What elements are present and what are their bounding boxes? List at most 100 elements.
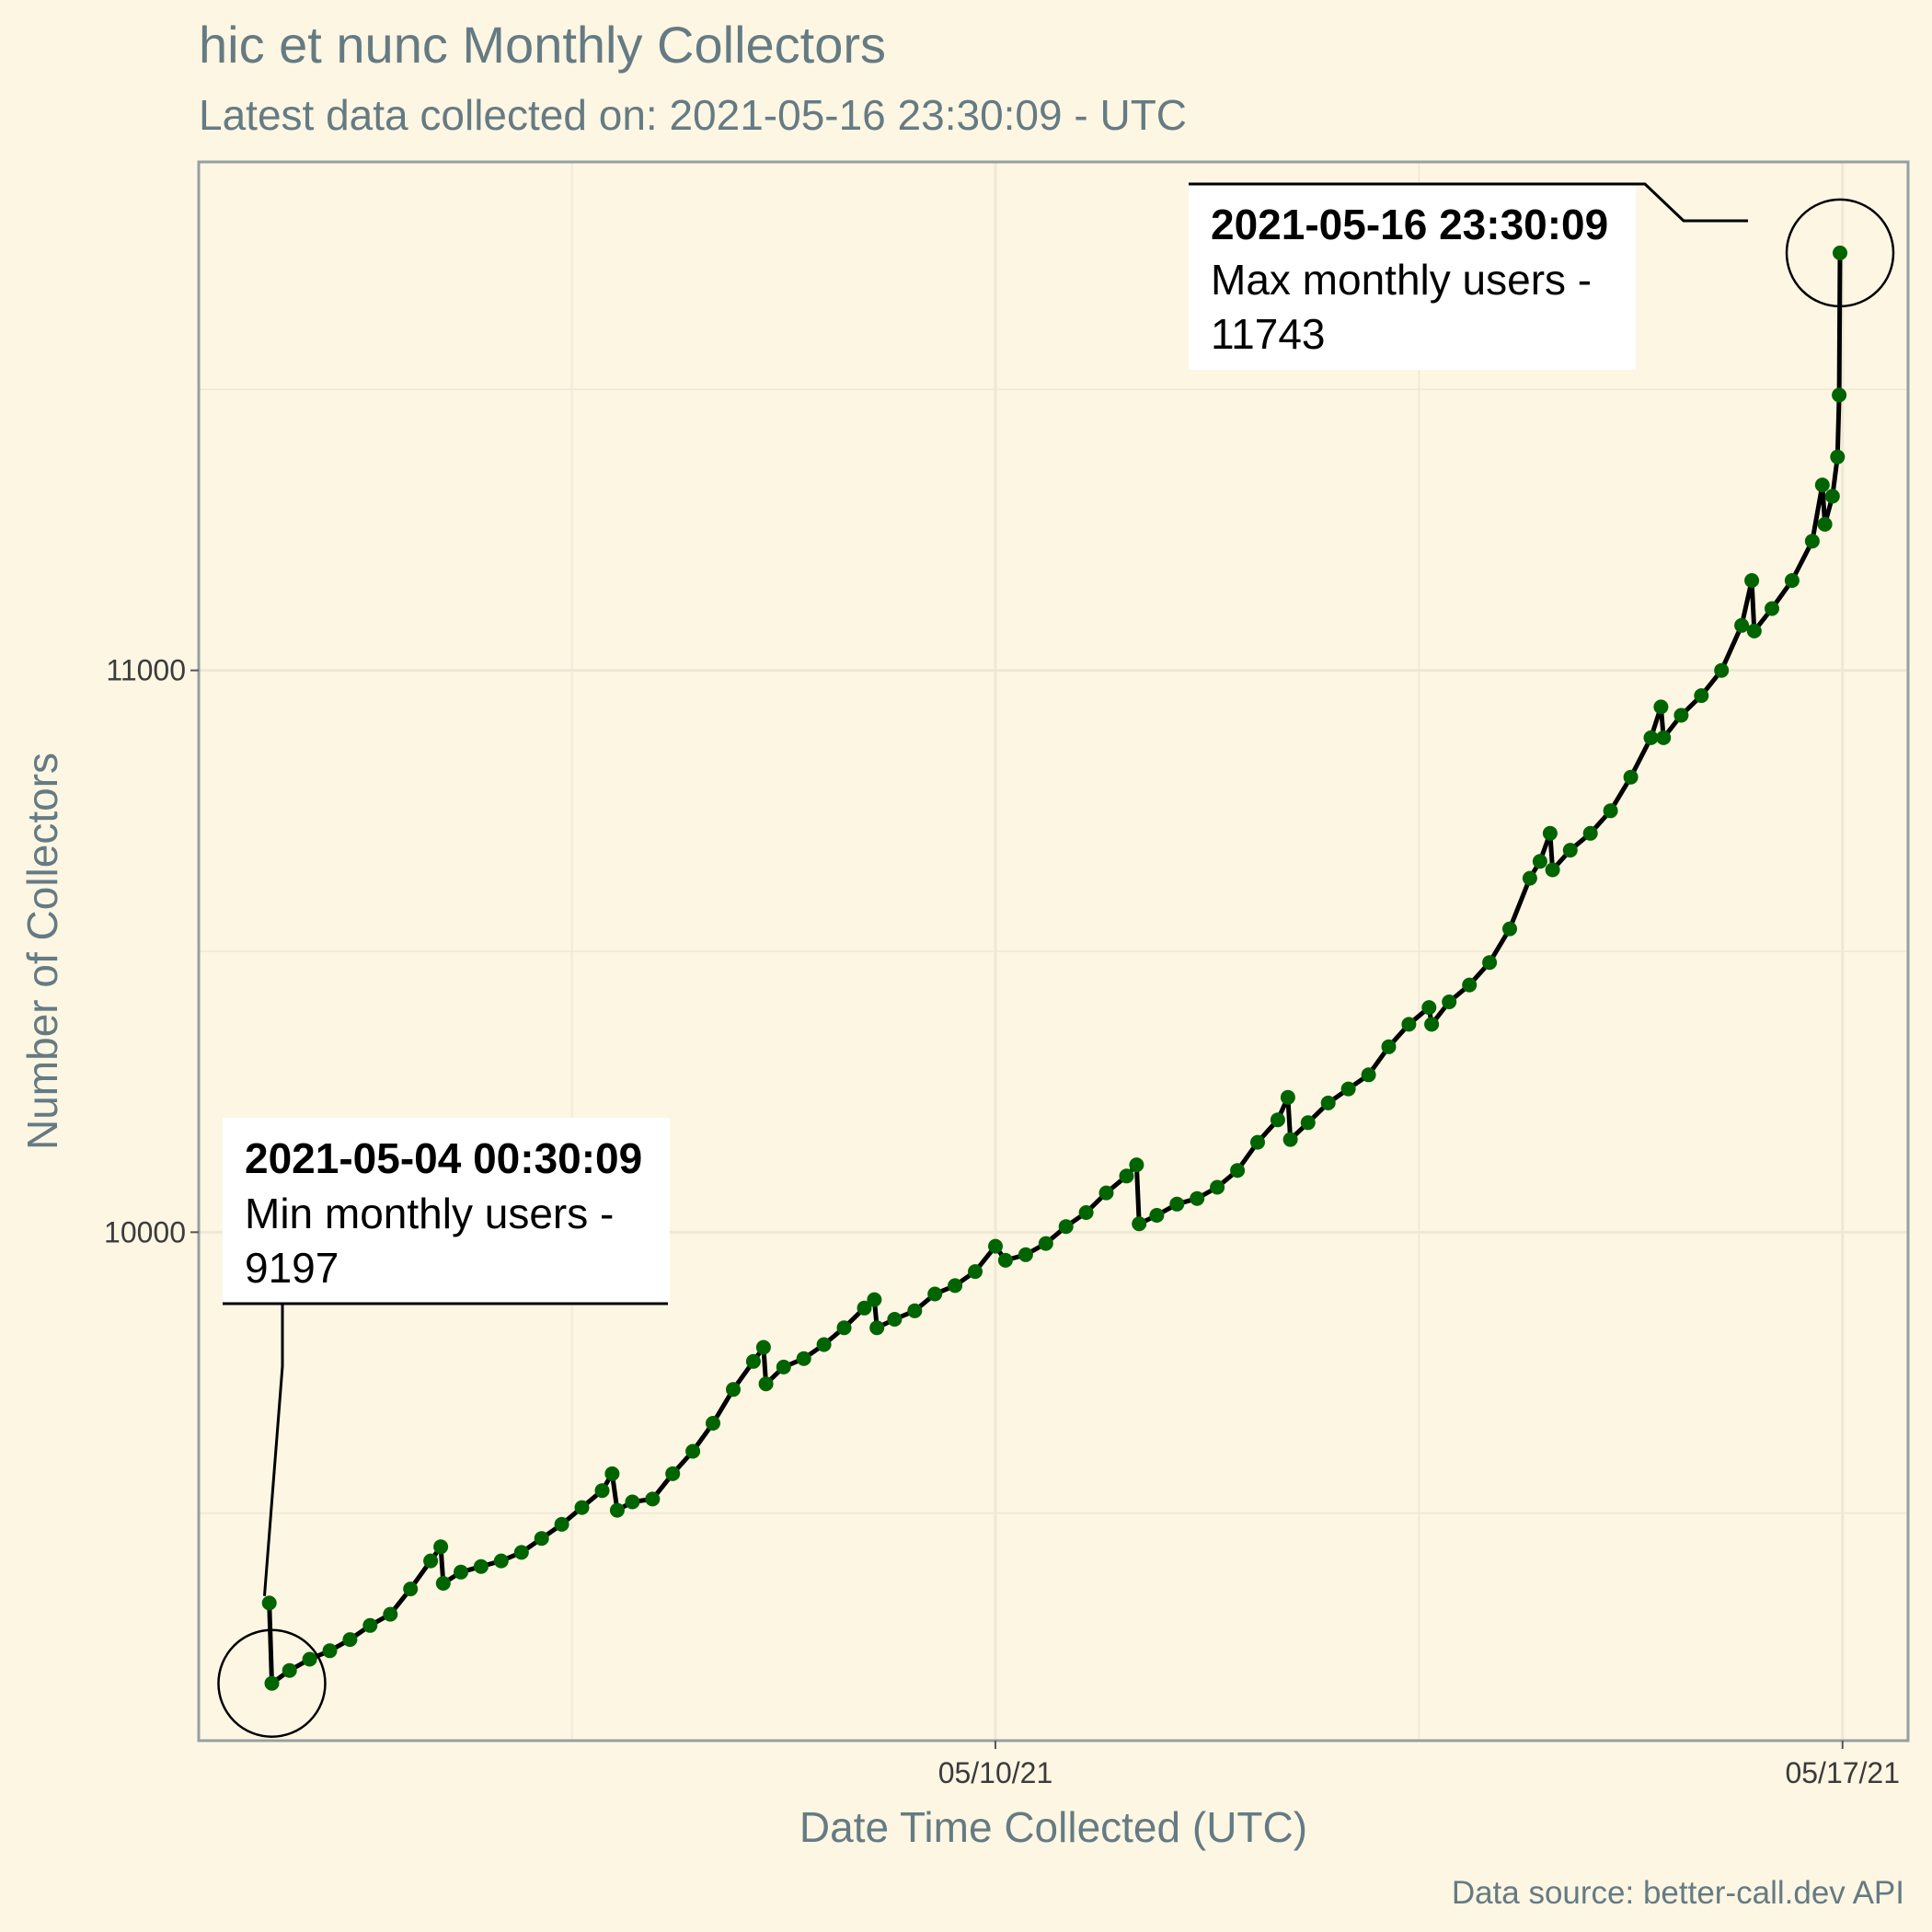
axis-ticks: 10000 11000 05/10/21 05/17/21 <box>104 654 1900 1789</box>
data-point <box>1656 730 1672 745</box>
data-point <box>1401 1017 1417 1032</box>
data-point <box>609 1502 625 1518</box>
data-point <box>1784 573 1800 588</box>
data-point <box>1542 825 1558 841</box>
data-point <box>755 1340 771 1355</box>
data-point <box>1340 1081 1356 1097</box>
data-point <box>1270 1112 1285 1128</box>
data-point <box>997 1252 1013 1268</box>
data-point <box>1832 387 1847 403</box>
max-label-value: 11743 <box>1211 310 1326 358</box>
data-point <box>645 1491 661 1507</box>
data-point <box>1814 477 1830 493</box>
data-point <box>1623 769 1639 785</box>
data-point <box>1746 623 1762 638</box>
data-point <box>907 1303 923 1318</box>
data-point <box>435 1576 451 1591</box>
chart-subtitle: Latest data collected on: 2021-05-16 23:… <box>199 91 1187 139</box>
data-point <box>1582 825 1598 841</box>
min-highlight-circle <box>217 1628 327 1738</box>
data-point <box>988 1238 1003 1254</box>
data-point <box>1830 449 1846 465</box>
data-point <box>282 1662 297 1678</box>
max-label-title: 2021-05-16 23:30:09 <box>1211 201 1608 248</box>
data-point <box>816 1337 832 1352</box>
data-point <box>1482 955 1498 971</box>
data-point <box>403 1581 419 1597</box>
data-point <box>1381 1039 1397 1054</box>
data-point <box>1361 1067 1376 1083</box>
data-point <box>261 1595 277 1611</box>
data-point <box>1603 803 1618 819</box>
data-point <box>454 1564 468 1580</box>
series <box>261 245 1847 1691</box>
data-point <box>726 1382 741 1397</box>
data-point <box>1532 854 1547 869</box>
data-point <box>1129 1157 1144 1173</box>
data-point <box>776 1359 791 1374</box>
x-tick-label: 05/10/21 <box>938 1756 1053 1789</box>
data-point <box>302 1651 317 1667</box>
data-point <box>1058 1219 1074 1235</box>
data-point <box>1824 489 1840 504</box>
data-point <box>1190 1190 1205 1206</box>
min-label-box <box>223 1118 670 1304</box>
data-point <box>1522 870 1537 886</box>
data-point <box>1149 1208 1165 1223</box>
data-point <box>1210 1179 1225 1195</box>
data-point <box>857 1300 872 1316</box>
max-highlight-circle <box>1785 198 1895 308</box>
data-point <box>1502 921 1517 937</box>
data-point <box>1038 1236 1053 1251</box>
data-point <box>1421 1000 1437 1016</box>
max-label-line1: Max monthly users - <box>1211 256 1592 304</box>
data-point <box>1282 1132 1298 1147</box>
data-point <box>1132 1216 1147 1232</box>
data-point <box>534 1531 549 1547</box>
data-point <box>1765 601 1779 616</box>
data-point <box>1078 1205 1094 1220</box>
series-line <box>267 252 1843 1686</box>
data-point <box>887 1312 903 1327</box>
data-point <box>1442 995 1457 1009</box>
min-label-value: 9197 <box>245 1244 339 1292</box>
data-point <box>1545 862 1560 878</box>
data-point <box>1300 1115 1316 1131</box>
grid <box>199 162 1908 1741</box>
data-point <box>264 1675 280 1691</box>
data-point <box>1424 1017 1440 1032</box>
data-point <box>383 1606 398 1622</box>
data-point <box>1250 1134 1265 1150</box>
data-point <box>433 1539 449 1555</box>
data-point <box>342 1632 358 1648</box>
data-point <box>1462 977 1478 993</box>
data-point <box>1714 662 1730 678</box>
data-point <box>554 1516 569 1532</box>
data-point <box>604 1466 620 1481</box>
data-point <box>1833 245 1847 260</box>
data-point <box>574 1500 590 1515</box>
data-point <box>745 1353 761 1369</box>
data-point <box>1320 1095 1336 1110</box>
data-point <box>1098 1185 1114 1201</box>
data-point <box>1018 1247 1033 1262</box>
data-point <box>1734 617 1750 633</box>
data-point <box>1169 1196 1185 1212</box>
y-tick-label: 11000 <box>106 654 186 687</box>
data-point <box>968 1264 983 1280</box>
x-tick-label: 05/17/21 <box>1785 1756 1900 1789</box>
min-label-line1: Min monthly users - <box>245 1190 614 1237</box>
data-point <box>706 1416 720 1431</box>
x-axis-title: Date Time Collected (UTC) <box>799 1803 1307 1851</box>
chart-title: hic et nunc Monthly Collectors <box>199 16 886 74</box>
min-label-title: 2021-05-04 00:30:09 <box>245 1134 642 1182</box>
data-point <box>1817 516 1833 532</box>
chart-caption: Data source: better-call.dev API <box>1452 1875 1904 1911</box>
y-tick-label: 10000 <box>104 1215 186 1248</box>
data-point <box>1643 730 1659 745</box>
y-axis-title: Number of Collectors <box>18 753 66 1150</box>
data-point <box>1280 1089 1295 1105</box>
data-point <box>869 1320 885 1336</box>
annotations: 2021-05-04 00:30:09 Min monthly users - 91… <box>217 182 1895 1738</box>
